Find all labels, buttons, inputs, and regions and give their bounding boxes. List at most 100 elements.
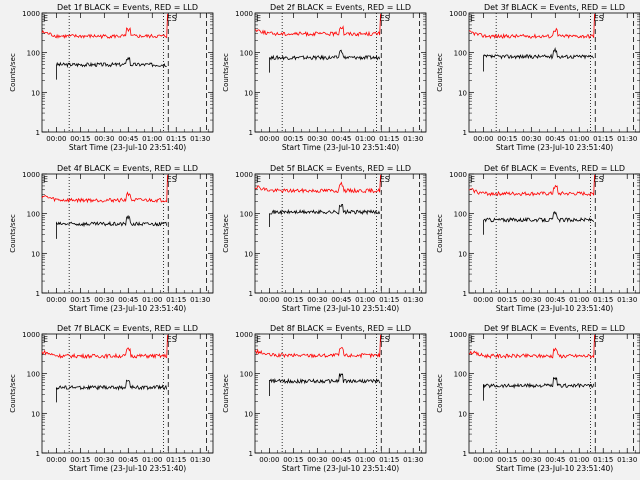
lld-series-line <box>254 13 381 38</box>
events-series-line <box>482 210 595 235</box>
lld-series-line <box>41 13 168 40</box>
events-series-line <box>56 379 168 403</box>
x-tick-label: 00:30 <box>307 296 327 304</box>
x-tick-label: 01:30 <box>617 296 637 304</box>
y-tick-label: 1000 <box>235 331 253 339</box>
x-tick-label: 01:00 <box>569 296 589 304</box>
x-tick-label: 00:00 <box>473 456 493 464</box>
x-tick-label: 01:15 <box>379 456 399 464</box>
x-tick-label: 00:15 <box>283 456 303 464</box>
events-series-line <box>268 373 381 396</box>
x-tick-label: 01:15 <box>593 456 613 464</box>
annotation-e: E <box>470 14 475 23</box>
y-tick-label: 1000 <box>449 331 467 339</box>
y-tick-label: 10 <box>244 410 253 418</box>
x-axis-label: Start Time (23-Jul-10 23:51:40) <box>496 304 613 313</box>
y-tick-label: 1 <box>463 290 467 298</box>
x-tick-label: 00:30 <box>307 135 327 143</box>
y-tick-label: 1000 <box>235 171 253 179</box>
x-tick-label: 00:15 <box>283 296 303 304</box>
panel-title: Det 2f BLACK = Events, RED = LLD <box>270 3 411 12</box>
panel-title: Det 3f BLACK = Events, RED = LLD <box>484 3 625 12</box>
events-series-line <box>482 47 594 72</box>
x-tick-label: 00:30 <box>307 456 327 464</box>
y-tick-label: 100 <box>240 211 253 219</box>
x-axis-label: Start Time (23-Jul-10 23:51:40) <box>282 304 399 313</box>
panel-title: Det 9f BLACK = Events, RED = LLD <box>484 324 625 333</box>
y-tick-label: 100 <box>27 50 40 58</box>
plot-frame <box>468 333 640 454</box>
y-axis-label: Counts/sec <box>9 214 17 253</box>
x-tick-label: 01:00 <box>355 456 375 464</box>
y-axis-label: Counts/sec <box>436 374 444 413</box>
annotation-es: ES <box>167 14 177 23</box>
plot-frame <box>254 12 427 133</box>
plot-frame <box>468 12 640 133</box>
y-tick-label: 1 <box>463 129 467 137</box>
x-tick-label: 00:00 <box>259 456 279 464</box>
x-tick-label: 00:00 <box>46 456 66 464</box>
detector-panel: Det 9f BLACK = Events, RED = LLD 1 10 100 10… <box>436 324 640 473</box>
annotation-es: ES <box>167 335 177 344</box>
x-tick-label: 00:30 <box>521 296 541 304</box>
x-tick-label: 01:15 <box>166 135 186 143</box>
detector-panel: Det 2f BLACK = Events, RED = LLD 1 10 100 10… <box>222 3 427 152</box>
plot-frame <box>41 12 214 133</box>
y-tick-label: 1 <box>249 129 253 137</box>
y-tick-label: 10 <box>458 410 467 418</box>
events-series-line <box>268 203 381 227</box>
detector-panel: Det 8f BLACK = Events, RED = LLD 1 10 100 10… <box>222 324 427 473</box>
x-tick-label: 01:30 <box>403 456 423 464</box>
annotation-es: ES <box>380 335 390 344</box>
y-tick-label: 1 <box>249 450 253 458</box>
x-tick-label: 01:00 <box>142 296 162 304</box>
x-tick-label: 00:00 <box>473 296 493 304</box>
x-tick-label: 01:00 <box>355 135 375 143</box>
x-tick-label: 01:15 <box>379 135 399 143</box>
annotation-e: E <box>43 14 48 23</box>
x-tick-label: 01:15 <box>166 456 186 464</box>
y-tick-label: 100 <box>454 50 467 58</box>
x-tick-label: 01:15 <box>593 135 613 143</box>
x-tick-label: 00:45 <box>118 456 138 464</box>
y-tick-label: 100 <box>240 50 253 58</box>
x-tick-label: 00:30 <box>94 456 114 464</box>
plot-frame <box>468 173 640 294</box>
detector-panel: Det 5f BLACK = Events, RED = LLD 1 10 100 10… <box>222 164 427 313</box>
y-tick-label: 100 <box>454 211 467 219</box>
annotation-e: E <box>256 175 261 184</box>
plot-frame <box>41 333 214 454</box>
lld-series-line <box>41 334 168 360</box>
x-tick-label: 00:15 <box>497 456 517 464</box>
x-tick-label: 00:15 <box>70 135 90 143</box>
y-tick-label: 10 <box>31 89 40 97</box>
y-tick-label: 10 <box>31 250 40 258</box>
y-axis-label: Counts/sec <box>222 53 230 92</box>
annotation-e: E <box>43 175 48 184</box>
y-tick-label: 100 <box>27 371 40 379</box>
panel-title: Det 8f BLACK = Events, RED = LLD <box>270 324 411 333</box>
lld-series-line <box>254 174 381 194</box>
events-series-line <box>56 214 168 239</box>
y-tick-label: 100 <box>240 371 253 379</box>
x-axis-label: Start Time (23-Jul-10 23:51:40) <box>496 464 613 473</box>
panel-title: Det 6f BLACK = Events, RED = LLD <box>484 164 625 173</box>
plot-frame <box>254 173 427 294</box>
detector-panel: Det 3f BLACK = Events, RED = LLD 1 10 100 10… <box>436 3 640 152</box>
events-series-line <box>482 376 595 401</box>
x-tick-label: 00:15 <box>70 296 90 304</box>
x-tick-label: 01:15 <box>379 296 399 304</box>
y-axis-label: Counts/sec <box>9 374 17 413</box>
annotation-e: E <box>256 335 261 344</box>
x-tick-label: 00:45 <box>331 296 351 304</box>
x-tick-label: 00:45 <box>545 456 565 464</box>
lld-series-line <box>468 174 595 197</box>
annotation-es: ES <box>380 175 390 184</box>
detector-panel: Det 1f BLACK = Events, RED = LLD 1 10 100 10… <box>9 3 214 152</box>
x-tick-label: 01:30 <box>190 456 210 464</box>
lld-series-line <box>254 334 381 359</box>
y-tick-label: 1000 <box>449 10 467 18</box>
y-tick-label: 1000 <box>449 171 467 179</box>
x-tick-label: 00:15 <box>283 135 303 143</box>
